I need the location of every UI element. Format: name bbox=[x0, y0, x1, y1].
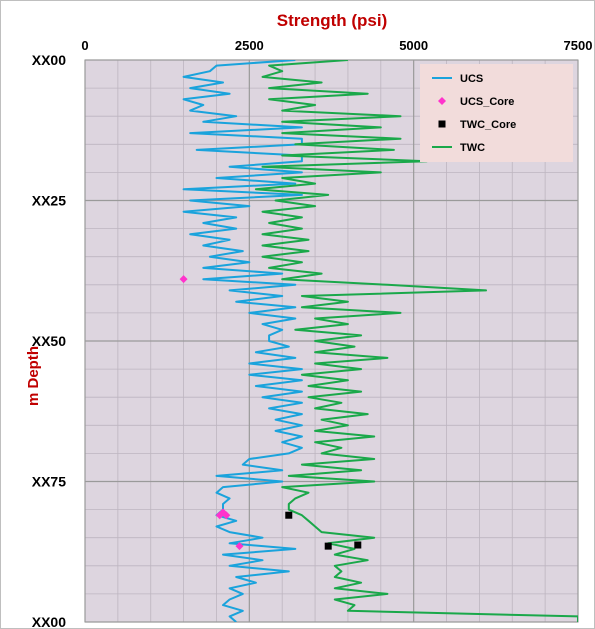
legend-label-ucs: UCS bbox=[460, 73, 483, 85]
y-tick-label: XX00 bbox=[32, 614, 66, 629]
twc-core-point bbox=[324, 542, 332, 550]
ucs-line bbox=[182, 60, 303, 622]
twc-core-point bbox=[354, 541, 362, 549]
y-tick-label: XX50 bbox=[32, 333, 66, 349]
chart-title: Strength (psi) bbox=[277, 11, 388, 30]
twc-core-point bbox=[285, 511, 293, 519]
ucs-core-point bbox=[235, 542, 244, 551]
legend-label-ucs-core: UCS_Core bbox=[460, 96, 514, 108]
legend-swatch-twc-core bbox=[438, 120, 446, 128]
x-tick-label: 2500 bbox=[235, 38, 264, 53]
y-tick-label: XX00 bbox=[32, 52, 66, 68]
legend-label-twc: TWC bbox=[460, 142, 485, 154]
series-layer bbox=[179, 60, 578, 622]
ucs-core-point bbox=[215, 511, 224, 520]
y-tick-label: XX75 bbox=[32, 474, 66, 490]
legend-box bbox=[420, 64, 573, 162]
y-tick-label: XX25 bbox=[32, 193, 66, 209]
x-tick-label: 0 bbox=[81, 38, 88, 53]
x-tick-label: 5000 bbox=[399, 38, 428, 53]
legend-swatch-ucs-core bbox=[438, 97, 446, 105]
x-tick-label: 7500 bbox=[564, 38, 593, 53]
y-axis-title: m Depth bbox=[25, 346, 42, 406]
twc-line bbox=[254, 60, 578, 622]
legend: UCS UCS_Core TWC_Core TWC bbox=[420, 64, 573, 162]
ucs-core-point bbox=[179, 275, 188, 284]
legend-label-twc-core: TWC_Core bbox=[460, 119, 516, 131]
x-axis-ticks: 0 2500 5000 7500 bbox=[81, 38, 592, 53]
y-axis-ticks: XX00 XX25 XX50 XX75 XX00 bbox=[32, 52, 66, 629]
ucs-core-point bbox=[222, 511, 231, 520]
